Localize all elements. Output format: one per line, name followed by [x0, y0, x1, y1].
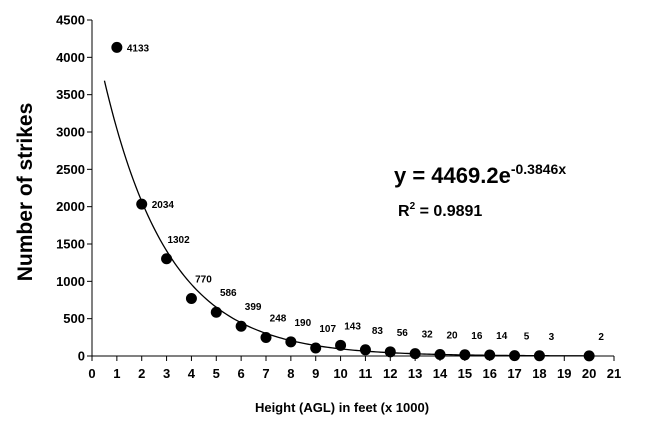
data-label: 770: [195, 275, 212, 286]
data-label: 2034: [152, 200, 175, 211]
data-label: 107: [319, 324, 336, 335]
data-point: [285, 336, 297, 348]
equation-main: y = 4469.2e: [394, 163, 511, 188]
data-point: [260, 331, 272, 343]
y-tick-label: 0: [78, 349, 85, 364]
x-tick-label: 18: [532, 366, 546, 381]
data-label: 16: [471, 331, 483, 342]
data-label: 14: [496, 331, 508, 342]
x-tick-label: 3: [163, 366, 170, 381]
data-label: 190: [295, 318, 312, 329]
axes: [87, 19, 615, 361]
x-tick-label: 11: [359, 366, 373, 381]
x-tick-label: 14: [433, 366, 448, 381]
data-label: 32: [422, 330, 434, 341]
data-label: 1302: [167, 235, 190, 246]
x-tick-label: 21: [607, 366, 621, 381]
x-tick-label: 5: [213, 366, 220, 381]
data-point: [210, 306, 222, 318]
y-tick-label: 1000: [56, 274, 85, 289]
y-axis-title: Number of strikes: [14, 103, 37, 282]
data-point: [434, 349, 446, 361]
data-label: 20: [446, 331, 458, 342]
data-point: [161, 253, 173, 265]
y-tick-label: 2000: [56, 199, 85, 214]
r-squared-value: = 0.9891: [415, 203, 482, 220]
data-label: 83: [372, 326, 384, 337]
r-squared-superscript: 2: [410, 201, 416, 212]
data-point: [509, 350, 521, 362]
data-point: [583, 350, 595, 362]
data-point: [459, 349, 471, 361]
x-tick-label: 0: [88, 366, 95, 381]
y-tick-label: 2500: [56, 162, 85, 177]
x-axis-title: Height (AGL) in feet (x 1000): [255, 400, 429, 415]
x-tick-label: 6: [238, 366, 245, 381]
data-point: [484, 349, 496, 361]
x-tick-label: 20: [582, 366, 596, 381]
data-point: [384, 346, 396, 358]
data-points: [111, 41, 595, 362]
data-point: [533, 350, 545, 362]
data-label: 5: [524, 332, 530, 343]
r-squared-base: R: [398, 203, 410, 220]
data-point: [310, 342, 322, 354]
data-point: [136, 198, 148, 210]
data-label: 2: [598, 332, 604, 343]
data-label: 3: [549, 332, 555, 343]
x-tick-label: 1: [113, 366, 120, 381]
data-label: 4133: [127, 43, 150, 54]
x-tick-label: 8: [287, 366, 294, 381]
data-point: [235, 320, 247, 332]
trendline-curve: [103, 80, 590, 357]
data-label: 399: [245, 302, 262, 313]
x-tick-label: 7: [262, 366, 269, 381]
x-tick-label: 16: [482, 366, 496, 381]
x-tick-label: 2: [138, 366, 145, 381]
x-tick-label: 15: [458, 366, 472, 381]
data-label: 56: [397, 328, 409, 339]
data-point: [409, 348, 421, 360]
data-point: [111, 41, 123, 53]
y-tick-label: 4000: [56, 50, 85, 65]
x-tick-label: 17: [507, 366, 521, 381]
y-tick-label: 500: [63, 311, 85, 326]
data-point: [359, 344, 371, 356]
x-tick-label: 19: [557, 366, 571, 381]
x-tick-label: 9: [312, 366, 319, 381]
trendline-equation: y = 4469.2e-0.3846x: [394, 161, 566, 188]
x-tick-label: 4: [188, 366, 196, 381]
data-point: [335, 339, 347, 351]
y-tick-label: 1500: [56, 237, 85, 252]
x-tick-label: 10: [333, 366, 347, 381]
data-label: 143: [344, 321, 361, 332]
data-label: 586: [220, 288, 237, 299]
equation-exponent: -0.3846x: [511, 161, 566, 177]
y-tick-label: 3000: [56, 125, 85, 140]
y-tick-label: 3500: [56, 87, 85, 102]
x-tick-label: 13: [408, 366, 422, 381]
x-tick-label: 12: [383, 366, 397, 381]
r-squared: R2 = 0.9891: [398, 201, 482, 220]
y-tick-label: 4500: [56, 13, 85, 28]
data-point: [185, 293, 197, 305]
data-label: 248: [270, 313, 287, 324]
